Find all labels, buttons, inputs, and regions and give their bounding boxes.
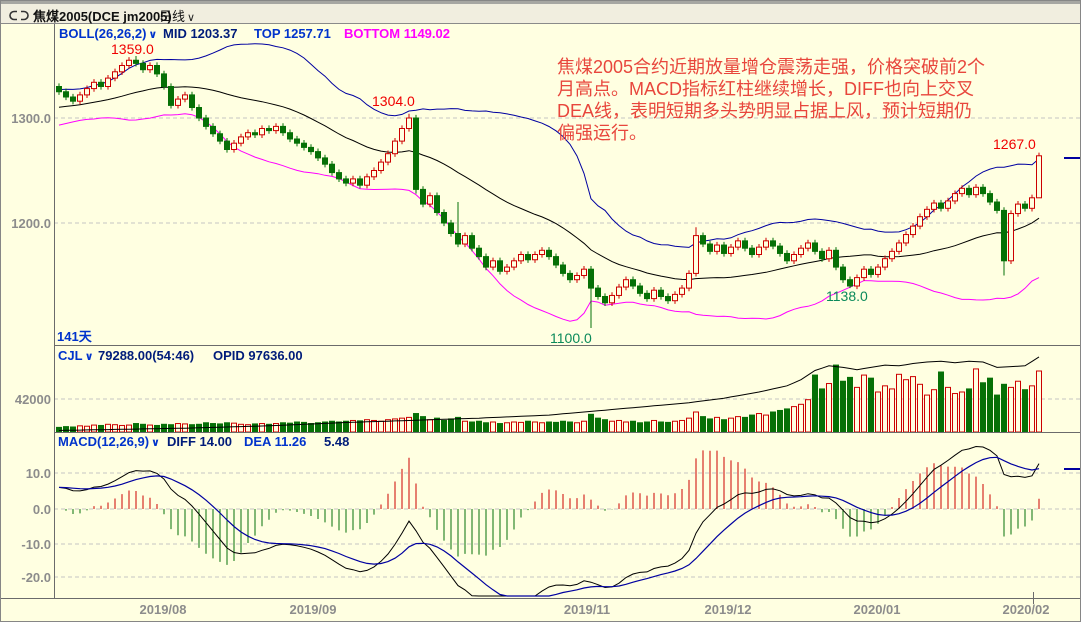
- x-axis-label: 2019/12: [704, 602, 752, 617]
- x-axis-label: 2020/01: [853, 602, 901, 617]
- x-axis-label: 2019/08: [139, 602, 187, 617]
- chevron-down-icon: ∨: [84, 351, 94, 363]
- annotation-text: 焦煤2005合约近期放量增仓震荡走强，价格突破前2个 月高点。MACD指标红柱继…: [557, 56, 985, 144]
- chevron-down-icon: ∨: [148, 29, 158, 41]
- macd-bar-value: 5.48: [324, 434, 350, 449]
- annotation-line: 焦煤2005合约近期放量增仓震荡走强，价格突破前2个: [557, 57, 986, 77]
- price-flag-1138: 1138.0: [826, 288, 868, 304]
- title-bar: 焦煤2005(DCE jm2005) 日线 ∨: [1, 1, 1080, 24]
- boll-indicator-label[interactable]: BOLL(26,26,2) ∨: [59, 26, 158, 41]
- macd-axis-10: 10.0: [25, 466, 51, 481]
- y-axis-label-1200: 1200.0: [11, 216, 51, 231]
- macd-lines: [58, 445, 1040, 597]
- x-axis-label: 2019/09: [289, 602, 337, 617]
- dea-value: DEA 11.26: [244, 434, 307, 449]
- panel-borders: [1, 23, 1080, 604]
- macd-indicator-label[interactable]: MACD(12,26,9) ∨: [58, 434, 160, 449]
- y-axis-label-42000: 42000: [14, 392, 51, 407]
- y-axis-label-1300: 1300.0: [11, 111, 51, 126]
- annotation-line: 月高点。MACD指标红柱继续增长，DIFF也向上交叉: [557, 79, 974, 99]
- contract-title: 焦煤2005(DCE jm2005): [33, 9, 172, 24]
- gridlines: [54, 117, 1080, 578]
- price-flag-1304: 1304.0: [372, 93, 415, 109]
- volume-value: 79288.00(54:46): [98, 348, 195, 363]
- diff-value: DIFF 14.00: [167, 434, 233, 449]
- volume-bars: [56, 364, 1042, 433]
- annotation-line: 偏强运行。: [557, 123, 647, 143]
- boll-mid-value: MID 1203.37: [163, 26, 238, 41]
- chevron-down-icon: ∨: [187, 12, 196, 24]
- x-axis-label: 2020/02: [1002, 602, 1050, 617]
- price-flag-1359: 1359.0: [111, 41, 154, 57]
- boll-bottom-value: BOTTOM 1149.02: [344, 26, 450, 41]
- price-flag-1267: 1267.0: [993, 136, 1036, 152]
- annotation-line: DEA线，表明短期多头势明显占据上风，预计短期仍: [557, 101, 973, 121]
- macd-axis-neg20: -20.0: [21, 570, 51, 585]
- boll-top-value: TOP 1257.71: [254, 26, 331, 41]
- macd-histogram: [65, 450, 1040, 565]
- opid-value: OPID 97636.00: [213, 348, 303, 363]
- x-axis-label: 2019/11: [563, 602, 611, 617]
- visible-days-label: 141天: [57, 329, 92, 344]
- cjl-indicator-label[interactable]: CJL ∨: [58, 348, 94, 363]
- macd-axis-neg10: -10.0: [21, 537, 51, 552]
- chevron-down-icon: ∨: [151, 437, 160, 449]
- macd-axis-0: 0.0: [32, 502, 51, 517]
- link-icon: [9, 8, 29, 26]
- open-interest-line: [58, 356, 1040, 431]
- period-dropdown[interactable]: 日线 ∨: [159, 9, 196, 24]
- candles: [56, 56, 1042, 328]
- price-flag-1100: 1100.0: [550, 330, 592, 346]
